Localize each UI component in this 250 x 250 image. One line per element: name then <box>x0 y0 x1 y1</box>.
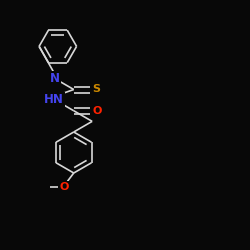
Text: N: N <box>50 72 60 85</box>
Text: S: S <box>93 84 101 94</box>
Text: O: O <box>92 106 102 116</box>
Text: O: O <box>59 182 69 192</box>
Text: HN: HN <box>44 93 64 106</box>
